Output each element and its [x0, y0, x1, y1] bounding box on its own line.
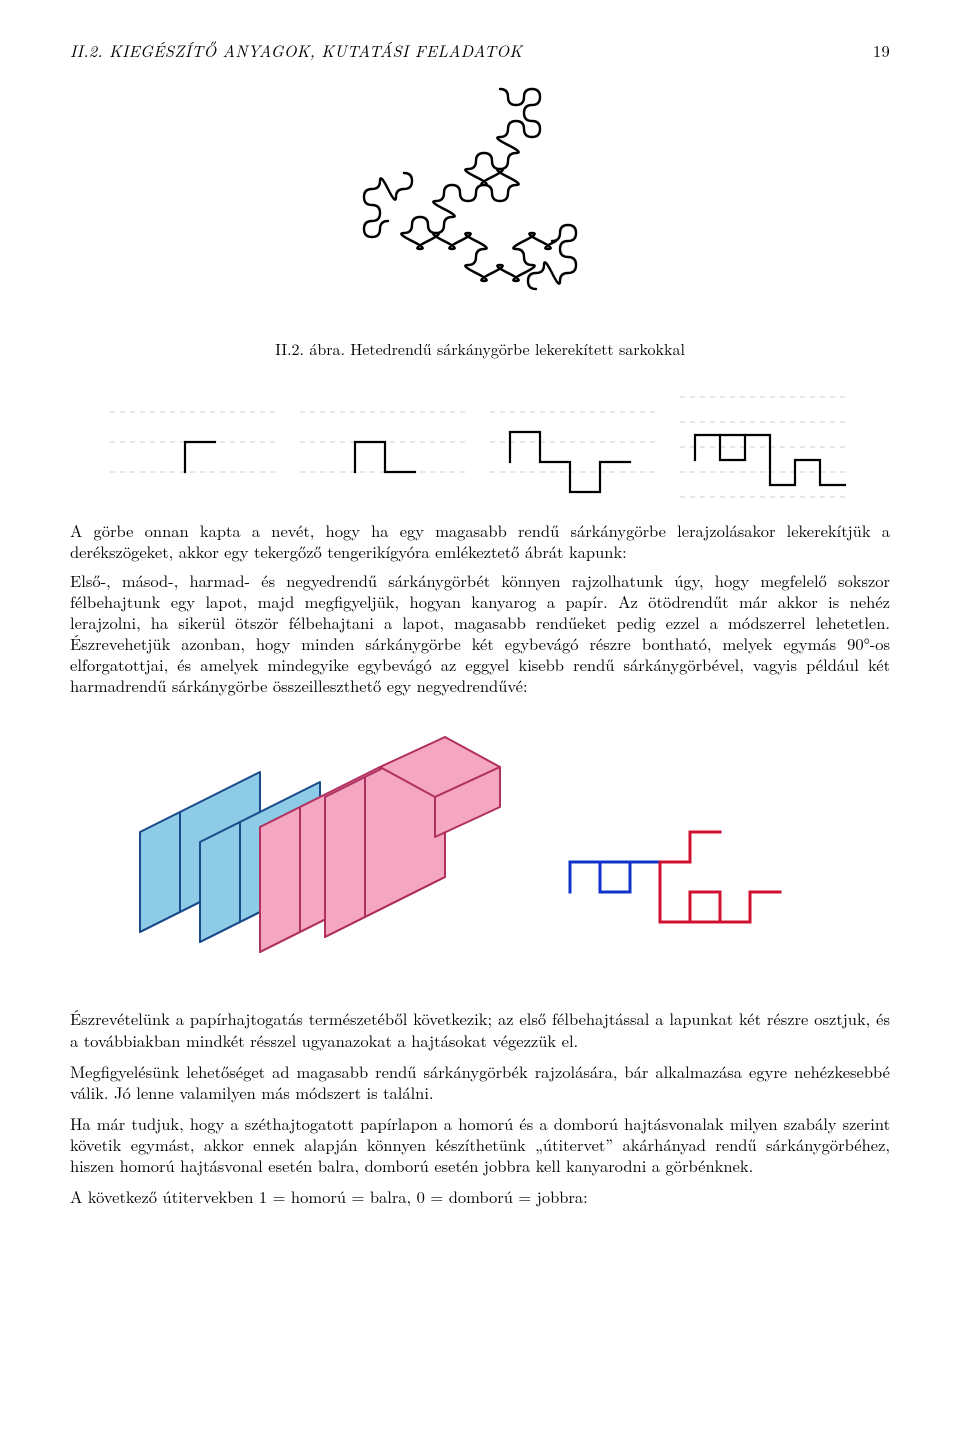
paragraph-observation: Észrevételünk a papírhajtogatás természe…: [70, 1008, 890, 1050]
paragraph-method: Megfigyelésünk lehetőséget ad magasabb r…: [70, 1061, 890, 1103]
fold-3d-diagram: [120, 712, 840, 982]
figure-dragon-7: [70, 71, 890, 321]
dragon-curve-icon: [330, 71, 630, 321]
running-header: II.2. KIEGÉSZÍTŐ ANYAGOK, KUTATÁSI FELAD…: [70, 40, 890, 61]
figure-orders-row: [70, 382, 890, 502]
figure-caption-1: II.2. ábra. Hetedrendű sárkánygörbe leke…: [70, 339, 890, 359]
figure-fold-3d: [70, 712, 890, 982]
header-section-title: II.2. KIEGÉSZÍTŐ ANYAGOK, KUTATÁSI FELAD…: [70, 40, 522, 61]
page: II.2. KIEGÉSZÍTŐ ANYAGOK, KUTATÁSI FELAD…: [0, 0, 960, 1440]
paragraph-intro: A görbe onnan kapta a nevét, hogy ha egy…: [70, 520, 890, 562]
paragraph-encoding: A következő útitervekben 1 = homorú = ba…: [70, 1186, 890, 1207]
orders-row-diagram: [100, 382, 860, 502]
paragraph-orders: Első-, másod-, harmad- és negyedrendű sá…: [70, 570, 890, 697]
header-page-number: 19: [873, 40, 890, 61]
paragraph-plan: Ha már tudjuk, hogy a széthajtogatott pa…: [70, 1113, 890, 1176]
